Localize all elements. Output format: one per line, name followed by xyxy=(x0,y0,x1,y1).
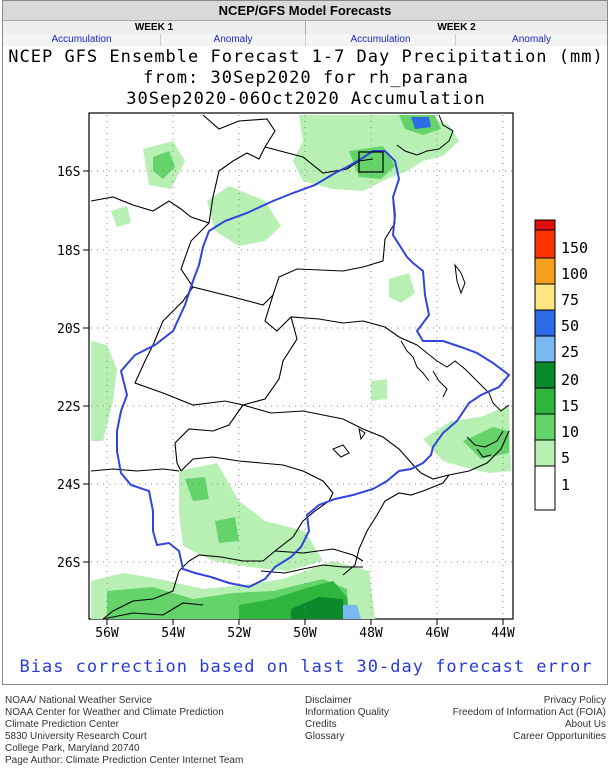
legend-label: 25 xyxy=(561,343,579,361)
footer-org: NOAA/ National Weather Service NOAA Cent… xyxy=(5,695,243,767)
lat-ticks xyxy=(83,170,89,563)
footer-links-middle: Disclaimer Information Quality Credits G… xyxy=(305,695,389,743)
precipitation-map: 16S 18S 20S 22S 24S 26S 56W 54W 52W 50W … xyxy=(57,112,588,641)
disclaimer-link[interactable]: Disclaimer xyxy=(305,695,352,706)
glossary-link[interactable]: Glossary xyxy=(305,731,345,742)
precip-area-west xyxy=(207,186,281,246)
legend-swatch xyxy=(534,361,556,389)
coastline xyxy=(332,114,510,458)
legend-swatch xyxy=(534,439,556,467)
footer-line: College Park, Maryland 20740 xyxy=(5,743,140,754)
legend-swatch xyxy=(534,309,556,337)
lat-label: 26S xyxy=(57,556,80,571)
legend-swatch xyxy=(534,413,556,441)
precip-area-west-small xyxy=(111,206,131,227)
basin-outline xyxy=(116,150,511,589)
product-links: Accumulation Anomaly Accumulation Anomal… xyxy=(3,34,607,46)
week2-anomaly-link[interactable]: Anomaly xyxy=(456,34,607,46)
legend-swatch xyxy=(534,229,556,259)
week1-accumulation-link[interactable]: Accumulation xyxy=(3,34,161,46)
lon-ticks xyxy=(106,619,504,625)
legend-label: 1 xyxy=(561,476,570,494)
map-title-line2: from: 30Sep2020 for rh_parana xyxy=(143,68,469,88)
legend-label: 150 xyxy=(561,239,588,257)
legend-swatch xyxy=(534,335,556,363)
legend-labels: 150 100 75 50 25 20 15 10 5 1 xyxy=(561,239,588,494)
forecast-panel: NCEP/GFS Model Forecasts WEEK 1 WEEK 2 A… xyxy=(2,0,608,685)
lat-label: 22S xyxy=(57,400,80,415)
privacy-policy-link[interactable]: Privacy Policy xyxy=(543,695,606,706)
legend-label: 5 xyxy=(561,449,570,467)
precip-shading xyxy=(91,115,511,619)
precip-area-south-blue xyxy=(343,605,361,619)
precip-area-south xyxy=(179,463,323,571)
legend-swatch xyxy=(534,219,556,231)
career-opportunities-link[interactable]: Career Opportunities xyxy=(513,731,606,742)
footer-links-right: Privacy Policy Freedom of Information Ac… xyxy=(453,695,606,743)
graticule xyxy=(91,115,513,619)
lon-label: 44W xyxy=(491,626,515,641)
lat-label: 20S xyxy=(57,322,80,337)
map-title-line3: 30Sep2020-06Oct2020 Accumulation xyxy=(126,89,486,109)
lat-label: 16S xyxy=(57,165,80,180)
footer-line[interactable]: Climate Prediction Center xyxy=(5,719,119,730)
page-header-title: NCEP/GFS Model Forecasts xyxy=(3,1,607,21)
week2-label: WEEK 2 xyxy=(306,21,607,34)
precip-area-east-core xyxy=(463,427,509,459)
legend-label: 20 xyxy=(561,371,579,389)
footer-line[interactable]: NOAA Center for Weather and Climate Pred… xyxy=(5,707,224,718)
lon-label: 50W xyxy=(293,626,317,641)
lon-label: 56W xyxy=(95,626,119,641)
information-quality-link[interactable]: Information Quality xyxy=(305,707,389,718)
lon-label: 48W xyxy=(359,626,383,641)
legend-label: 75 xyxy=(561,291,579,309)
precip-area-center xyxy=(389,273,415,303)
foia-link[interactable]: Freedom of Information Act (FOIA) xyxy=(452,707,606,718)
legend-swatch xyxy=(534,387,556,415)
footer-line: Page Author: Climate Prediction Center I… xyxy=(5,755,244,766)
legend-swatch xyxy=(534,465,556,511)
precip-area-south-core2 xyxy=(215,517,239,543)
lon-label: 54W xyxy=(161,626,185,641)
city-marker xyxy=(358,151,384,173)
footer-line: 5830 University Research Court xyxy=(5,731,147,742)
about-us-link[interactable]: About Us xyxy=(564,719,606,730)
precip-area-topright-core xyxy=(411,117,431,129)
lat-label: 24S xyxy=(57,478,80,493)
week2-accumulation-link[interactable]: Accumulation xyxy=(306,34,456,46)
precip-area-mid xyxy=(371,379,387,401)
state-borders xyxy=(90,114,510,620)
lon-label: 46W xyxy=(425,626,449,641)
lon-label: 52W xyxy=(227,626,251,641)
legend-label: 10 xyxy=(561,423,579,441)
legend-colorbar xyxy=(534,219,556,511)
precip-area-south-core xyxy=(185,477,209,501)
bias-note: Bias correction based on last 30-day for… xyxy=(19,657,593,677)
legend-label: 100 xyxy=(561,265,588,283)
lon-labels: 56W 54W 52W 50W 48W 46W 44W xyxy=(95,626,515,641)
footer-line[interactable]: NOAA/ National Weather Service xyxy=(5,695,153,706)
legend-label: 50 xyxy=(561,317,579,335)
lat-label: 18S xyxy=(57,244,80,259)
week-row: WEEK 1 WEEK 2 xyxy=(3,21,607,34)
legend-label: 15 xyxy=(561,397,579,415)
precip-area-left xyxy=(91,341,117,441)
week1-label: WEEK 1 xyxy=(3,21,306,34)
map-title-line1: NCEP GFS Ensemble Forecast 1-7 Day Preci… xyxy=(8,47,604,67)
legend-swatch xyxy=(534,283,556,311)
week1-anomaly-link[interactable]: Anomaly xyxy=(161,34,306,46)
lat-labels: 16S 18S 20S 22S 24S 26S xyxy=(57,165,80,571)
precip-area-topleft-core xyxy=(153,151,175,179)
credits-link[interactable]: Credits xyxy=(305,719,337,730)
legend-swatch xyxy=(534,257,556,285)
